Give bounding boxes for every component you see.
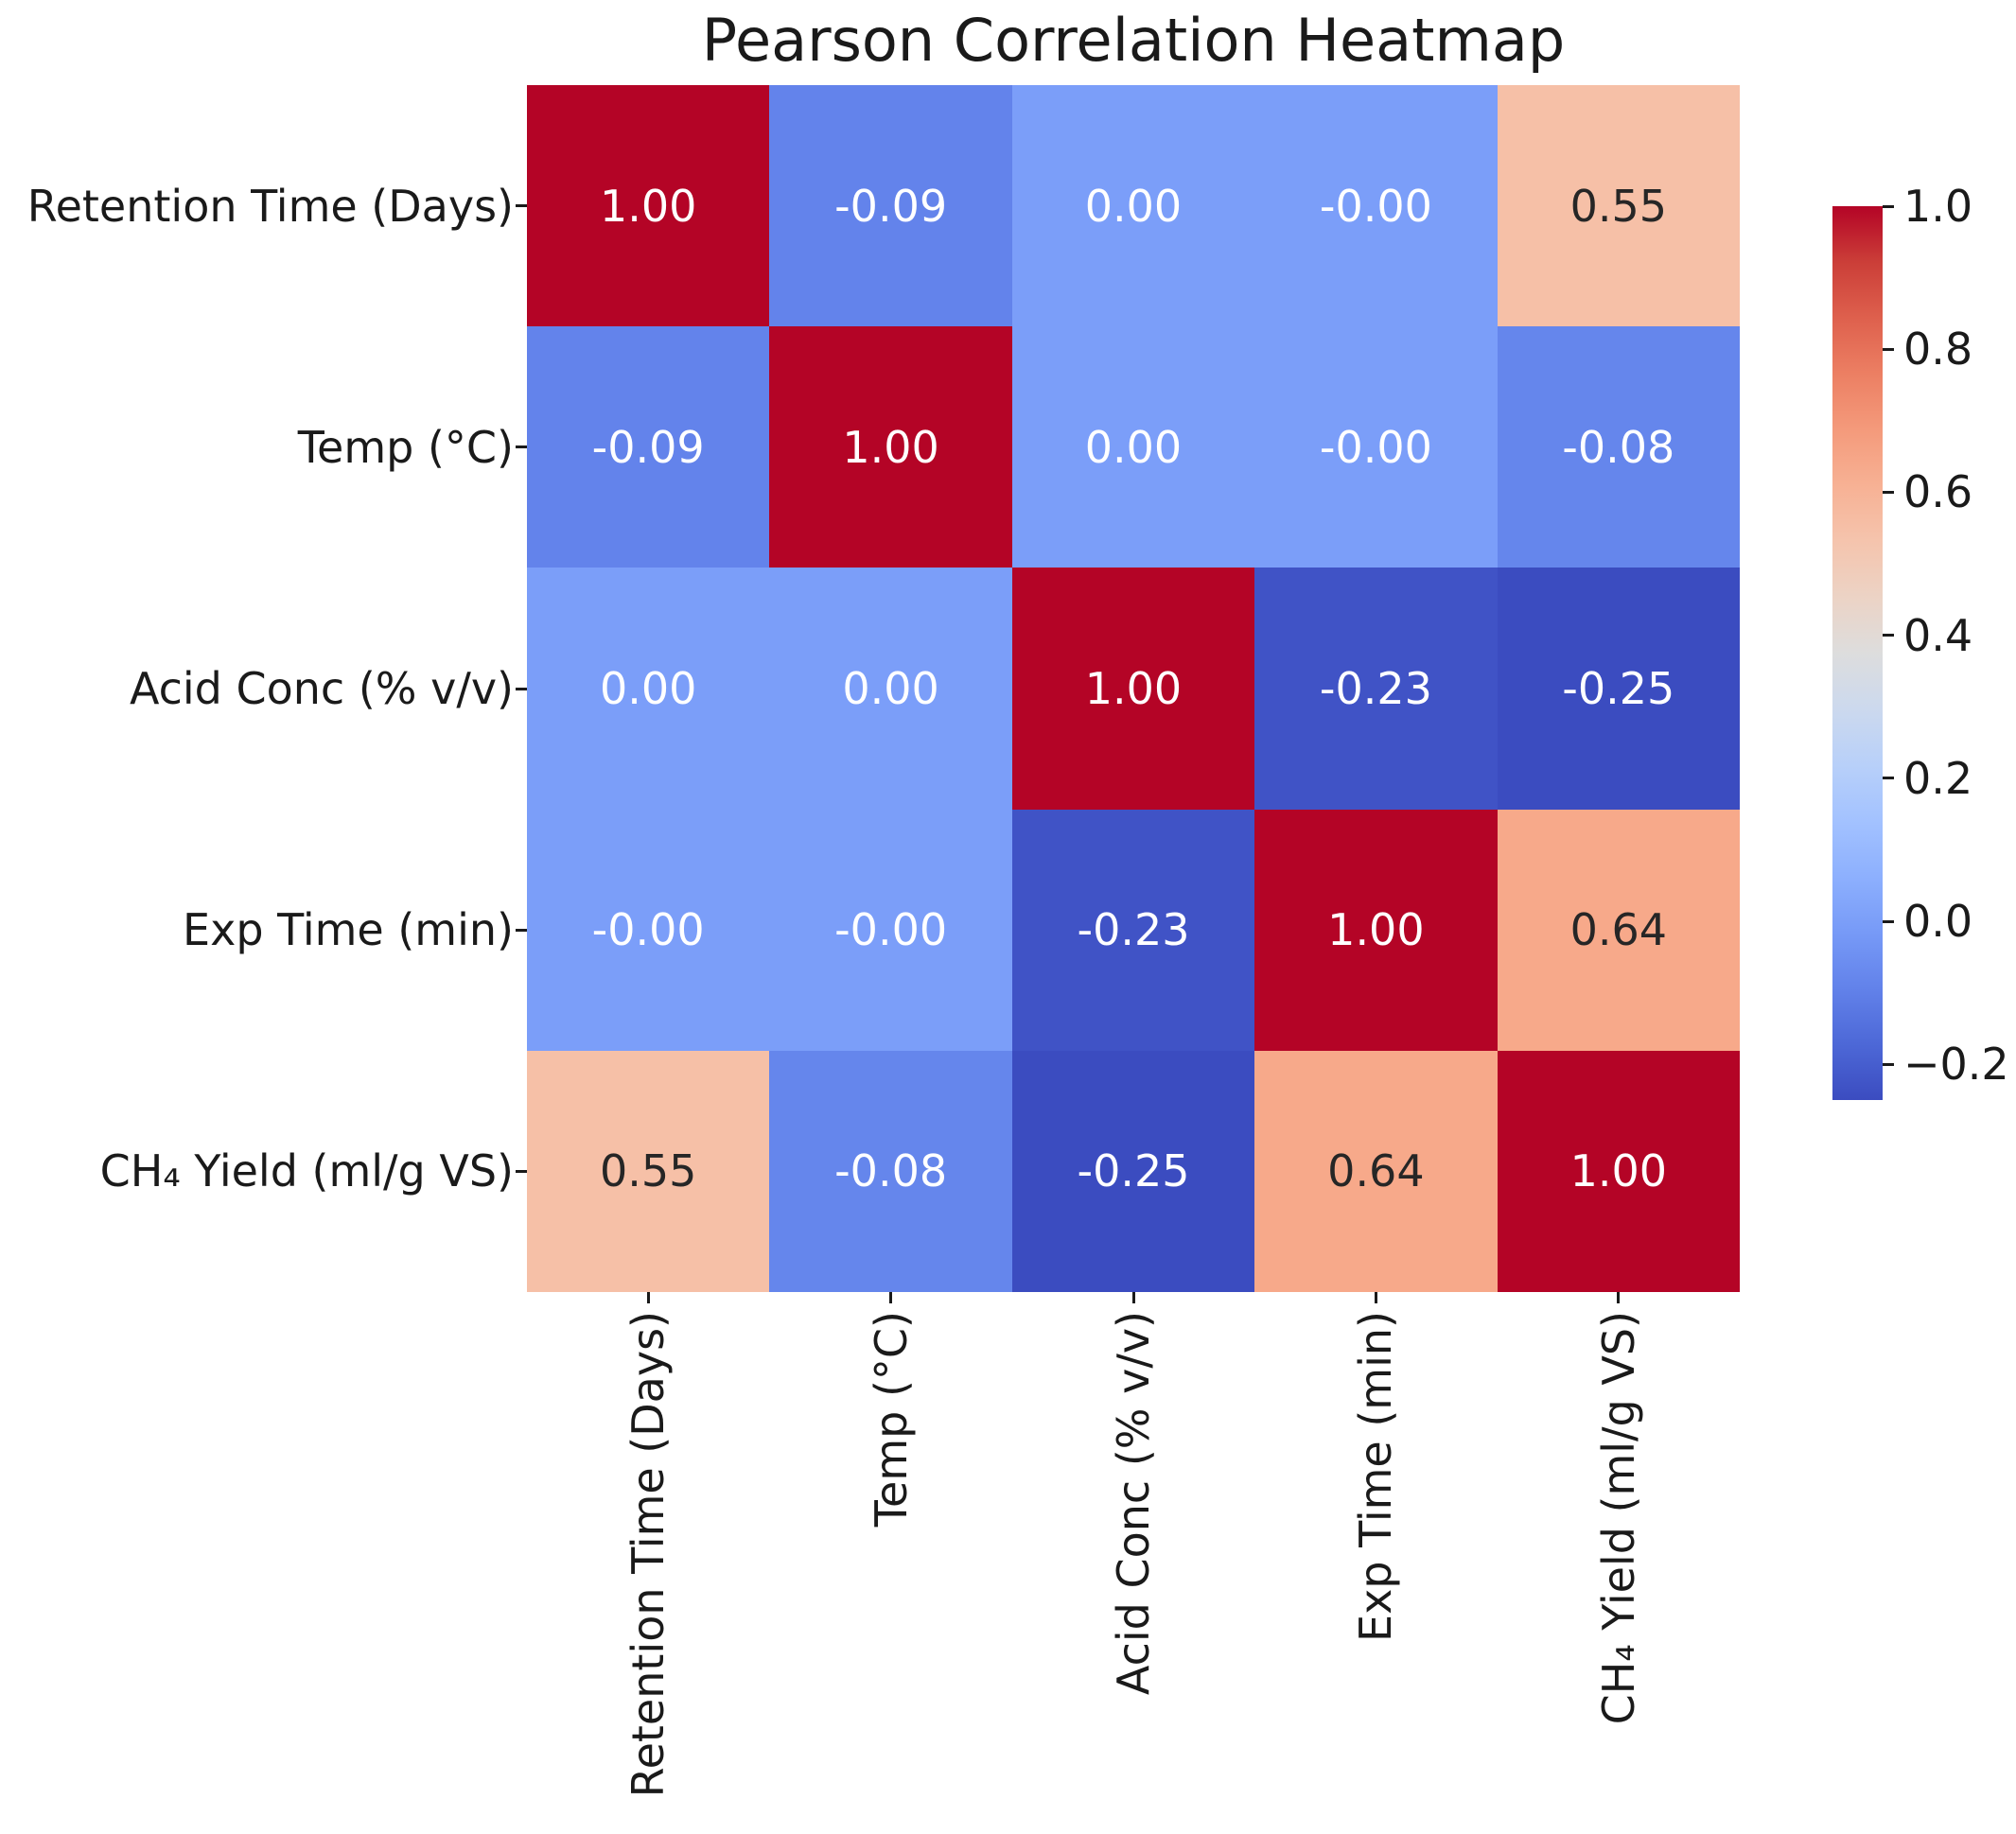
colorbar-tick-mark xyxy=(1883,347,1894,351)
chart-title: Pearson Correlation Heatmap xyxy=(701,6,1566,75)
colorbar-tick-label: 1.0 xyxy=(1903,181,1973,232)
colorbar-tick-label: 0.6 xyxy=(1903,466,1973,518)
heatmap-cell-r4c2: -0.25 xyxy=(1011,1050,1255,1292)
heatmap-cell-r2c1: 0.00 xyxy=(769,568,1012,810)
y-tick-mark xyxy=(516,1169,527,1173)
colorbar-gradient xyxy=(1832,206,1883,1100)
colorbar-tick-label: 0.2 xyxy=(1903,752,1973,804)
heatmap-cell-r2c4: -0.25 xyxy=(1497,568,1740,810)
x-tick-mark xyxy=(1131,1292,1135,1303)
heatmap-cell-r3c4: 0.64 xyxy=(1497,809,1740,1051)
heatmap-cell-r4c1: -0.08 xyxy=(769,1050,1012,1292)
y-tick-mark xyxy=(516,687,527,690)
heatmap-grid: 1.00 -0.09 0.00 -0.00 0.55 -0.09 1.00 0.00 -0.00… xyxy=(527,85,1740,1292)
x-tick-label: Retention Time (Days) xyxy=(622,1311,675,1798)
x-tick-mark xyxy=(646,1292,650,1303)
colorbar-tick-label: 0.4 xyxy=(1903,609,1973,661)
y-tick-mark xyxy=(516,445,527,449)
heatmap-cell-r3c2: -0.23 xyxy=(1011,809,1255,1051)
colorbar-tick-label: 0.8 xyxy=(1903,323,1973,376)
colorbar-tick-mark xyxy=(1883,1062,1894,1066)
heatmap-cell-r3c3: 1.00 xyxy=(1254,809,1498,1051)
colorbar-tick-mark xyxy=(1883,777,1894,780)
colorbar-tick-mark xyxy=(1883,490,1894,494)
heatmap-cell-r1c1: 1.00 xyxy=(769,326,1012,568)
y-tick-mark xyxy=(516,928,527,932)
heatmap-cell-r1c4: -0.08 xyxy=(1497,326,1740,568)
colorbar-tick-mark xyxy=(1883,919,1894,923)
y-tick-label: Acid Conc (% v/v) xyxy=(129,663,514,714)
x-tick-mark xyxy=(1374,1292,1377,1303)
heatmap-cell-r1c2: 0.00 xyxy=(1011,326,1255,568)
x-tick-label: Acid Conc (% v/v) xyxy=(1108,1311,1159,1696)
x-tick-mark xyxy=(1617,1292,1621,1303)
heatmap-cell-r0c2: 0.00 xyxy=(1011,85,1255,327)
heatmap-cell-r3c1: -0.00 xyxy=(769,809,1012,1051)
heatmap-cell-r4c4: 1.00 xyxy=(1497,1050,1740,1292)
y-tick-label: Temp (°C) xyxy=(297,421,514,473)
heatmap-cell-r0c0: 1.00 xyxy=(527,85,770,327)
heatmap-cell-r0c3: -0.00 xyxy=(1254,85,1498,327)
y-tick-label: Retention Time (Days) xyxy=(26,180,514,232)
colorbar-tick-mark xyxy=(1883,204,1894,208)
y-tick-label: Exp Time (min) xyxy=(183,904,514,956)
heatmap-cell-r0c1: -0.09 xyxy=(769,85,1012,327)
colorbar-tick-mark xyxy=(1883,634,1894,638)
heatmap-cell-r4c3: 0.64 xyxy=(1254,1050,1498,1292)
x-tick-label: CH₄ Yield (ml/g VS) xyxy=(1592,1311,1644,1725)
heatmap-cell-r2c0: 0.00 xyxy=(527,568,770,810)
heatmap-cell-r2c2: 1.00 xyxy=(1011,568,1255,810)
x-tick-label: Exp Time (min) xyxy=(1350,1311,1402,1642)
colorbar-tick-label: −0.2 xyxy=(1903,1039,2009,1091)
heatmap-cell-r1c3: -0.00 xyxy=(1254,326,1498,568)
x-tick-label: Temp (°C) xyxy=(865,1311,917,1528)
heatmap-cell-r1c0: -0.09 xyxy=(527,326,770,568)
colorbar-tick-label: 0.0 xyxy=(1903,896,1973,947)
heatmap-cell-r0c4: 0.55 xyxy=(1497,85,1740,327)
y-tick-mark xyxy=(516,204,527,208)
heatmap-cell-r4c0: 0.55 xyxy=(527,1050,770,1292)
heatmap-cell-r2c3: -0.23 xyxy=(1254,568,1498,810)
heatmap-cell-r3c0: -0.00 xyxy=(527,809,770,1051)
y-tick-label: CH₄ Yield (ml/g VS) xyxy=(99,1145,514,1197)
x-tick-mark xyxy=(889,1292,893,1303)
